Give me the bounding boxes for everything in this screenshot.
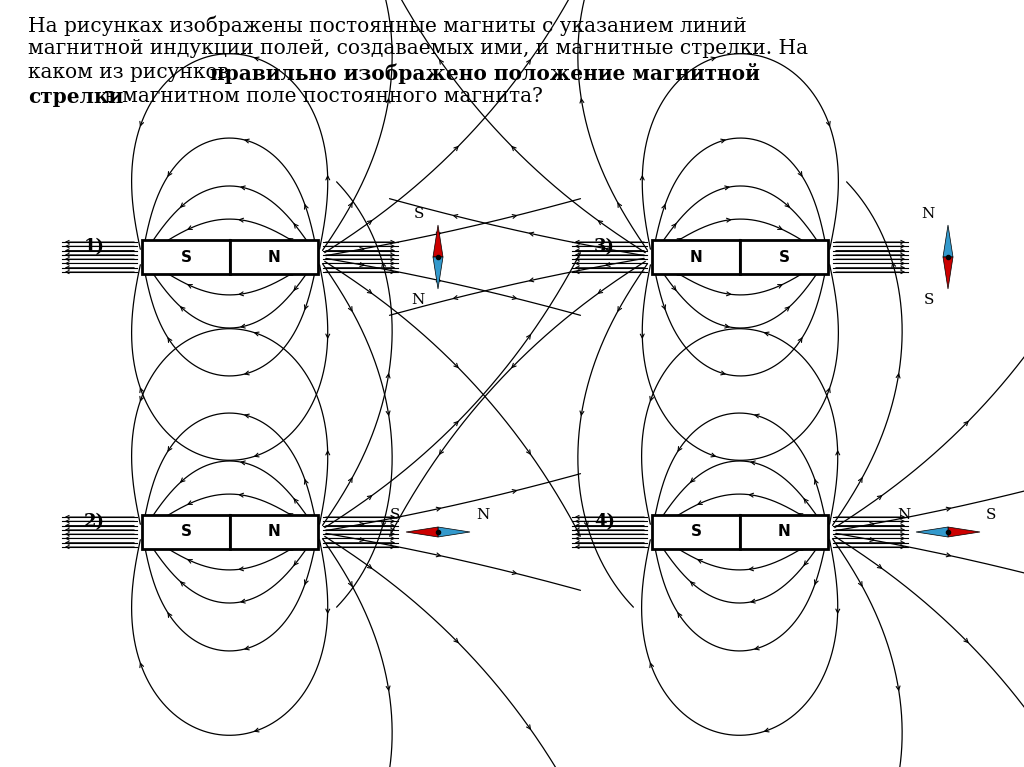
Text: N: N	[777, 525, 791, 539]
Polygon shape	[406, 527, 438, 537]
Text: каком из рисунков: каком из рисунков	[28, 63, 236, 82]
Text: магнитной индукции полей, создаваемых ими, и магнитные стрелки. На: магнитной индукции полей, создаваемых им…	[28, 39, 808, 58]
Text: правильно изображено положение магнитной: правильно изображено положение магнитной	[210, 63, 760, 84]
Text: S: S	[778, 249, 790, 265]
Text: N: N	[476, 508, 489, 522]
Text: 2): 2)	[84, 513, 105, 531]
Bar	[230, 240, 318, 274]
Bar	[740, 240, 828, 274]
Text: N: N	[267, 525, 281, 539]
Text: N: N	[689, 249, 702, 265]
Polygon shape	[943, 225, 953, 257]
Polygon shape	[438, 527, 470, 537]
Bar	[740, 515, 828, 549]
Text: в магнитном поле постоянного магнита?: в магнитном поле постоянного магнита?	[98, 87, 543, 106]
Text: S: S	[924, 293, 934, 307]
Text: N: N	[411, 293, 424, 307]
Polygon shape	[948, 527, 980, 537]
Text: 4): 4)	[594, 513, 615, 531]
Text: S: S	[986, 508, 996, 522]
Text: N: N	[267, 249, 281, 265]
Polygon shape	[943, 257, 953, 289]
Text: S: S	[389, 508, 400, 522]
Polygon shape	[433, 225, 443, 257]
Text: стрелки: стрелки	[28, 87, 123, 107]
Text: S: S	[414, 207, 424, 221]
Bar	[652, 515, 740, 549]
Bar	[652, 240, 740, 274]
Text: S: S	[180, 525, 191, 539]
Polygon shape	[433, 257, 443, 289]
Text: N: N	[921, 207, 934, 221]
Text: S: S	[690, 525, 701, 539]
Text: S: S	[180, 249, 191, 265]
Polygon shape	[916, 527, 948, 537]
Bar	[230, 515, 318, 549]
Text: N: N	[897, 508, 910, 522]
Bar	[142, 240, 230, 274]
Text: На рисунках изображены постоянные магниты с указанием линий: На рисунках изображены постоянные магнит…	[28, 15, 746, 35]
Bar	[142, 515, 230, 549]
Text: 3): 3)	[594, 238, 615, 256]
Text: 1): 1)	[84, 238, 105, 256]
